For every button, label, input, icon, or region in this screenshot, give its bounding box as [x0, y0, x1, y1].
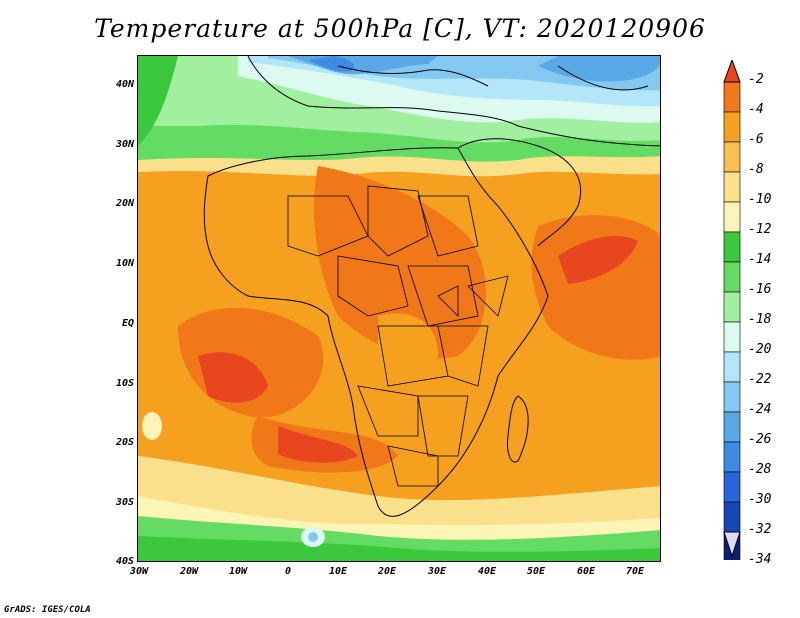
colorbar-swatch: [723, 501, 741, 533]
colorbar-swatch: [723, 141, 741, 173]
colorbar: [723, 60, 741, 560]
lat-tick-30n: 30N: [115, 139, 134, 150]
lon-tick-10w: 10W: [228, 566, 248, 577]
colorbar-label: -8: [748, 162, 764, 177]
colorbar-swatch: [723, 171, 741, 203]
colorbar-label: -10: [748, 192, 772, 207]
colorbar-label: -30: [748, 492, 772, 507]
colorbar-label: -28: [748, 462, 772, 477]
lon-tick-60e: 60E: [576, 566, 596, 577]
lon-tick-70e: 70E: [625, 566, 645, 577]
colorbar-label: -14: [748, 252, 772, 267]
colorbar-label: -4: [748, 102, 764, 117]
colorbar-label: -6: [748, 132, 764, 147]
colorbar-swatch: [723, 411, 741, 443]
colorbar-swatch: [723, 441, 741, 473]
lat-tick-30s: 30S: [115, 497, 134, 508]
chart-title: Temperature at 500hPa [C], VT: 202012090…: [94, 14, 706, 43]
colorbar-label: -26: [748, 432, 772, 447]
temperature-field: [138, 56, 660, 561]
lon-tick-30e: 30E: [427, 566, 447, 577]
lat-tick-40s: 40S: [115, 556, 134, 567]
colorbar-swatch: [723, 471, 741, 503]
lon-tick-0: 0: [284, 566, 292, 577]
lon-tick-20w: 20W: [179, 566, 199, 577]
lon-tick-10e: 10E: [328, 566, 348, 577]
colorbar-swatch: [723, 351, 741, 383]
colorbar-swatch: [723, 321, 741, 353]
lat-tick-10n: 10N: [115, 258, 134, 269]
lon-tick-40e: 40E: [477, 566, 497, 577]
colorbar-swatch: [723, 261, 741, 293]
colorbar-label: -12: [748, 222, 772, 237]
colorbar-swatch: [723, 81, 741, 113]
colorbar-label: -32: [748, 522, 772, 537]
lon-tick-30w: 30W: [129, 566, 149, 577]
credit-label: GrADS: IGES/COLA: [4, 605, 91, 615]
lon-tick-20e: 20E: [377, 566, 397, 577]
colorbar-label: -16: [748, 282, 772, 297]
colorbar-label: -18: [748, 312, 772, 327]
colorbar-label: -2: [748, 72, 764, 87]
colorbar-label: -24: [748, 402, 772, 417]
colorbar-swatch: [723, 231, 741, 263]
lat-tick-40n: 40N: [115, 79, 134, 90]
colorbar-swatch: [723, 111, 741, 143]
colorbar-swatch: [723, 381, 741, 413]
lat-tick-20n: 20N: [115, 198, 134, 209]
lat-tick-10s: 10S: [115, 378, 134, 389]
colorbar-label: -34: [748, 552, 772, 567]
colorbar-swatch: [723, 291, 741, 323]
colorbar-swatch: [723, 201, 741, 233]
map-plot-area: [137, 55, 661, 562]
colorbar-label: -20: [748, 342, 772, 357]
colorbar-label: -22: [748, 372, 772, 387]
lat-tick-eq: EQ: [121, 318, 134, 329]
lat-tick-20s: 20S: [115, 437, 134, 448]
lon-tick-50e: 50E: [526, 566, 546, 577]
